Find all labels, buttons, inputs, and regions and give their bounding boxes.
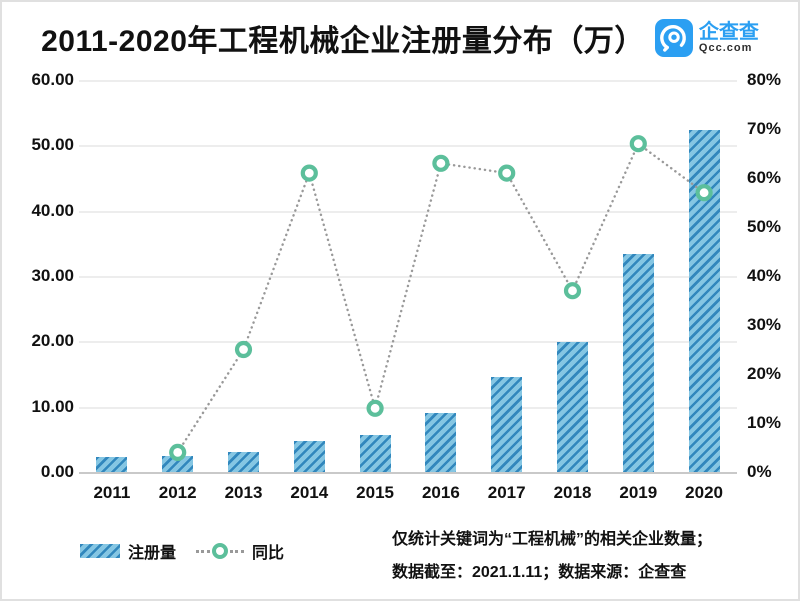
y-axis-left-tick: 20.00 xyxy=(31,331,74,351)
bar-2012 xyxy=(162,456,194,472)
grid-line xyxy=(79,145,737,148)
y-axis-left-tick: 30.00 xyxy=(31,266,74,285)
bar-2016 xyxy=(425,413,457,472)
bar-2014 xyxy=(293,440,325,472)
qcc-logo: 企查查 Qcc.com xyxy=(654,19,759,57)
page-title: 2011-2020年工程机械企业注册量分布（万） xyxy=(41,25,645,58)
legend-bar-label: 注册量 xyxy=(128,545,177,562)
y-axis-left-tick: 50.00 xyxy=(31,135,74,155)
grid-line xyxy=(79,80,737,82)
legend-item-bar: 注册量 xyxy=(80,539,176,563)
yoy-marker xyxy=(169,443,187,461)
y-axis-right-tick: 70% xyxy=(747,119,782,138)
footnote: 仅统计关键词为“工程机械”的相关企业数量； 数据截至：2021.1.11；数据来… xyxy=(392,523,772,589)
yoy-marker xyxy=(300,164,318,182)
legend-item-line: 同比 xyxy=(196,539,284,563)
yoy-marker xyxy=(629,135,647,153)
x-axis-tick-2016: 2016 xyxy=(421,483,460,502)
yoy-marker xyxy=(432,154,450,172)
x-axis-tick-2019: 2019 xyxy=(619,483,658,502)
y-axis-right-tick: 40% xyxy=(747,266,782,285)
bar-2015 xyxy=(359,435,391,472)
y-axis-right-tick: 60% xyxy=(747,168,782,187)
qcc-logo-domain: Qcc.com xyxy=(698,41,753,54)
legend-line-label: 同比 xyxy=(252,545,285,562)
bar-2018 xyxy=(557,342,588,472)
x-axis-tick-2018: 2018 xyxy=(553,483,592,502)
grid-line xyxy=(79,406,737,409)
bar-2017 xyxy=(491,377,523,472)
bar-2011 xyxy=(96,456,128,472)
y-axis-right-tick: 80% xyxy=(747,70,782,89)
y-axis-left-tick: 0.00 xyxy=(40,462,74,481)
x-axis-tick-2011: 2011 xyxy=(93,483,131,502)
bar-2019 xyxy=(622,254,654,472)
grid-line xyxy=(79,210,737,213)
yoy-marker xyxy=(563,282,582,300)
y-axis-left-tick: 60.00 xyxy=(31,70,74,89)
qcc-logo-text: 企查查 Qcc.com xyxy=(698,20,759,55)
dotted-line-icon xyxy=(196,549,211,553)
dotted-line-icon xyxy=(230,549,245,553)
yoy-dotted-line xyxy=(176,141,706,454)
yoy-marker xyxy=(498,164,516,182)
y-axis-left-tick: 10.00 xyxy=(31,396,74,416)
header: 2011-2020年工程机械企业注册量分布（万） 企查查 Qcc.com xyxy=(2,12,798,64)
bar-swatch-icon xyxy=(80,544,120,558)
y-axis-right-tick: 0% xyxy=(747,462,772,481)
x-axis-tick-2013: 2013 xyxy=(224,483,263,502)
legend: 注册量 同比 xyxy=(80,539,284,563)
yoy-marker xyxy=(695,184,713,202)
y-axis-right-tick: 50% xyxy=(747,217,782,236)
yoy-marker xyxy=(366,399,384,417)
qcc-spiral-q-icon xyxy=(654,19,693,57)
footnote-line-2: 数据截至：2021.1.11；数据来源：企查查 xyxy=(392,564,687,581)
grid-line xyxy=(79,276,737,278)
y-axis-right-tick: 20% xyxy=(747,364,782,383)
yoy-marker xyxy=(234,340,253,359)
yoy-line-layer xyxy=(169,135,713,461)
bar-2013 xyxy=(228,452,259,472)
x-axis-tick-2012: 2012 xyxy=(158,483,197,502)
line-marker-icon xyxy=(212,543,229,559)
qcc-logo-name: 企查查 xyxy=(698,20,759,43)
plot-area xyxy=(79,80,737,474)
x-axis-tick-2017: 2017 xyxy=(487,483,526,502)
grid-line xyxy=(79,341,737,344)
footnote-line-1: 仅统计关键词为“工程机械”的相关企业数量； xyxy=(392,531,713,548)
y-axis-left-tick: 40.00 xyxy=(31,200,74,220)
y-axis-right-tick: 30% xyxy=(747,315,782,334)
x-axis-tick-2014: 2014 xyxy=(290,483,329,502)
y-axis-right-tick: 10% xyxy=(747,413,782,432)
x-axis-tick-2020: 2020 xyxy=(685,483,723,502)
x-axis-tick-2015: 2015 xyxy=(356,483,394,502)
